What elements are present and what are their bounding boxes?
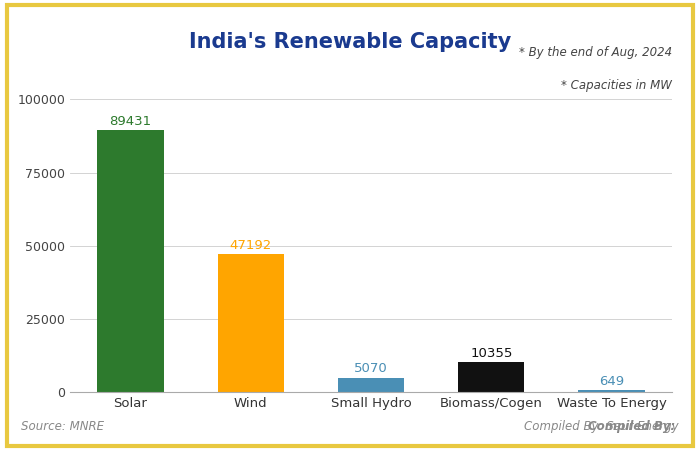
Bar bbox=[338, 377, 404, 392]
Text: 47192: 47192 bbox=[230, 239, 272, 252]
Text: * Capacities in MW: * Capacities in MW bbox=[561, 78, 672, 92]
Text: Compiled By: Saur Energy: Compiled By: Saur Energy bbox=[524, 420, 679, 433]
Bar bbox=[97, 130, 164, 392]
Text: 5070: 5070 bbox=[354, 363, 388, 375]
Text: 649: 649 bbox=[599, 375, 624, 388]
Bar bbox=[218, 254, 284, 392]
Text: 89431: 89431 bbox=[109, 115, 151, 128]
Bar bbox=[578, 391, 645, 392]
Text: 10355: 10355 bbox=[470, 347, 512, 360]
Bar bbox=[458, 362, 524, 392]
Text: Compiled By:: Compiled By: bbox=[587, 420, 679, 433]
Text: Source: MNRE: Source: MNRE bbox=[21, 420, 104, 433]
Text: * By the end of Aug, 2024: * By the end of Aug, 2024 bbox=[519, 46, 672, 60]
Text: India's Renewable Capacity: India's Renewable Capacity bbox=[189, 32, 511, 51]
